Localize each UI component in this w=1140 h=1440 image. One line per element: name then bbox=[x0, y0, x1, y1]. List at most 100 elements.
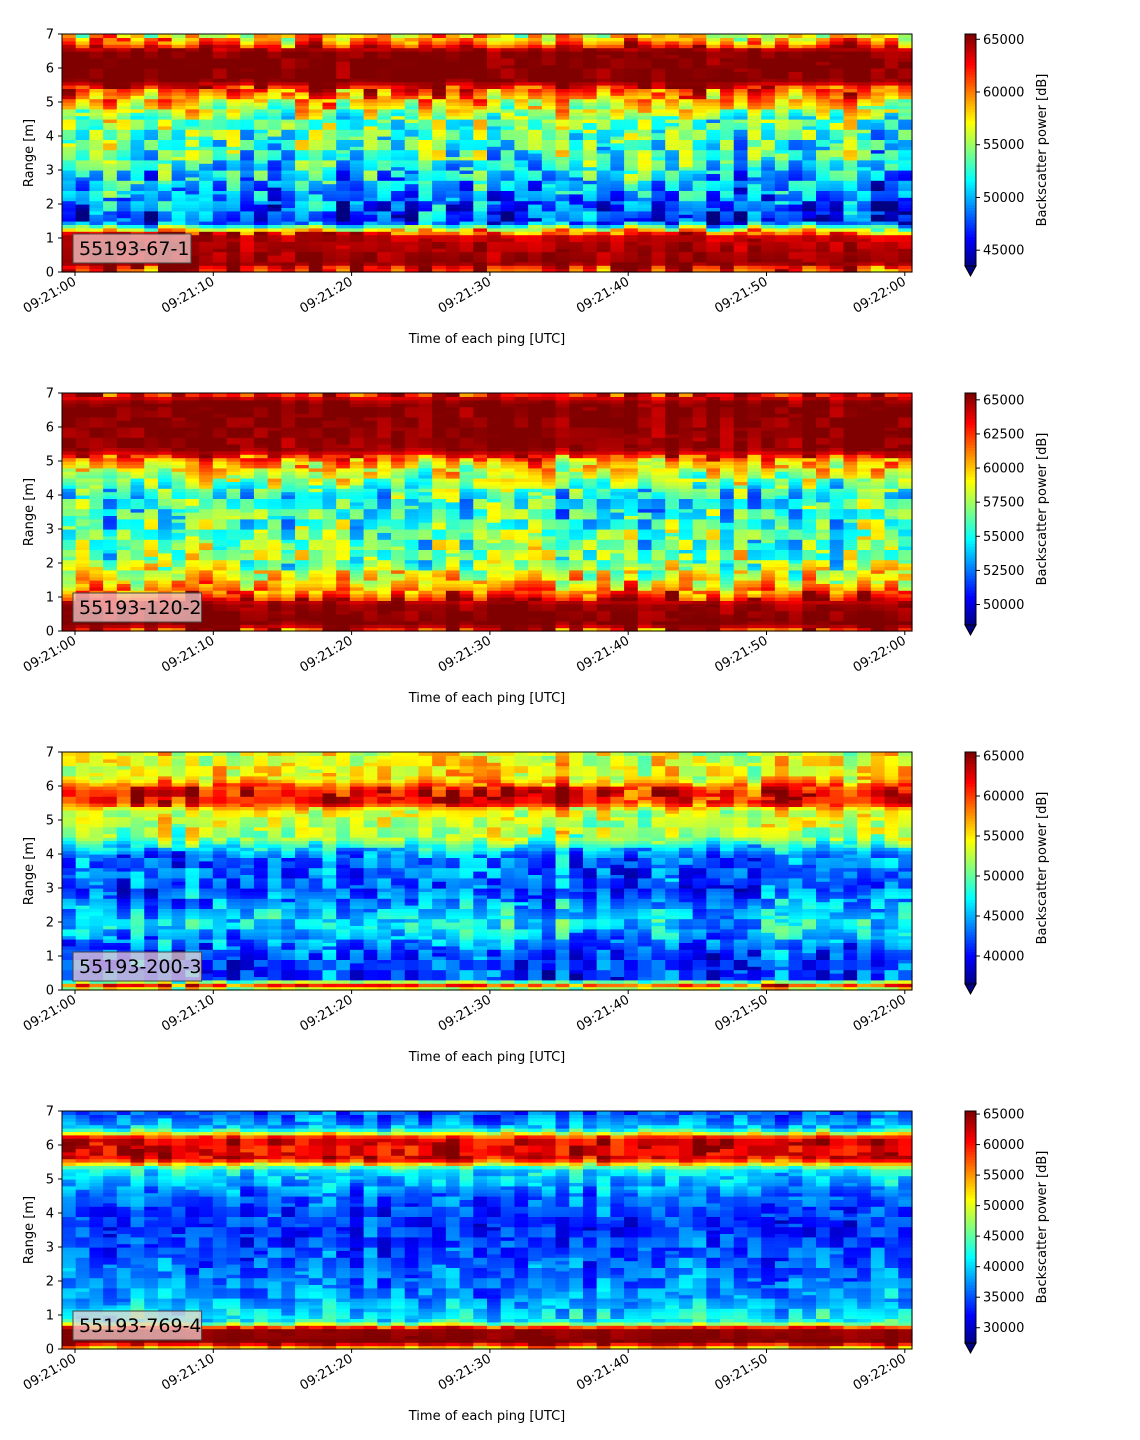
heatmap-cell bbox=[405, 184, 419, 188]
heatmap-cell bbox=[377, 143, 391, 147]
heatmap-cell bbox=[350, 201, 364, 205]
heatmap-cell bbox=[816, 133, 830, 137]
heatmap-cell bbox=[144, 437, 158, 441]
heatmap-cell bbox=[665, 235, 679, 239]
heatmap-cell bbox=[638, 184, 652, 188]
heatmap-cell bbox=[528, 211, 542, 215]
heatmap-cell bbox=[281, 211, 295, 215]
heatmap-cell bbox=[720, 252, 734, 256]
heatmap-cell bbox=[364, 184, 378, 188]
heatmap-cell bbox=[597, 34, 611, 38]
heatmap-cell bbox=[103, 228, 117, 232]
heatmap-cell bbox=[213, 235, 227, 239]
heatmap-cell bbox=[665, 252, 679, 256]
heatmap-cell bbox=[789, 252, 803, 256]
heatmap-cell bbox=[391, 184, 405, 188]
heatmap-cell bbox=[322, 160, 336, 164]
heatmap-cell bbox=[857, 133, 871, 137]
heatmap-cell bbox=[747, 218, 761, 222]
heatmap-cell bbox=[172, 184, 186, 188]
heatmap-cell bbox=[336, 34, 350, 38]
heatmap-cell bbox=[747, 265, 761, 269]
heatmap-cell bbox=[802, 201, 816, 205]
heatmap-cell bbox=[473, 150, 487, 154]
heatmap-cell bbox=[268, 235, 282, 239]
heatmap-cell bbox=[460, 150, 474, 154]
heatmap-cell bbox=[501, 133, 515, 137]
heatmap-cell bbox=[62, 437, 76, 441]
heatmap-cell bbox=[377, 228, 391, 232]
heatmap-cell bbox=[350, 218, 364, 222]
heatmap-cell bbox=[117, 150, 131, 154]
heatmap-cell bbox=[871, 167, 885, 171]
heatmap-cell bbox=[213, 228, 227, 232]
heatmap-cell bbox=[460, 228, 474, 232]
heatmap-cell bbox=[501, 167, 515, 171]
heatmap-cell bbox=[364, 194, 378, 198]
heatmap-cell bbox=[268, 177, 282, 181]
heatmap-cell bbox=[652, 194, 666, 198]
heatmap-cell bbox=[775, 265, 789, 269]
heatmap-cell bbox=[501, 228, 515, 232]
heatmap-cell bbox=[240, 245, 254, 249]
heatmap-cell bbox=[172, 167, 186, 171]
heatmap-cell bbox=[185, 211, 199, 215]
heatmap-cell bbox=[871, 228, 885, 232]
x-tick-label: 09:22:00 bbox=[851, 274, 909, 316]
heatmap-cell bbox=[624, 34, 638, 38]
heatmap-cell bbox=[418, 218, 432, 222]
heatmap-cell bbox=[789, 143, 803, 147]
heatmap-cell bbox=[542, 177, 556, 181]
heatmap-cell bbox=[871, 194, 885, 198]
heatmap-cell bbox=[569, 184, 583, 188]
heatmap-cell bbox=[76, 393, 90, 397]
heatmap-cell bbox=[514, 160, 528, 164]
heatmap-cell bbox=[706, 150, 720, 154]
heatmap-cell bbox=[377, 201, 391, 205]
heatmap-cell bbox=[268, 194, 282, 198]
heatmap-cell bbox=[309, 177, 323, 181]
heatmap-cell bbox=[610, 228, 624, 232]
heatmap-cell bbox=[89, 184, 103, 188]
heatmap-cell bbox=[583, 252, 597, 256]
heatmap-cell bbox=[816, 201, 830, 205]
heatmap-cell bbox=[514, 143, 528, 147]
heatmap-cell bbox=[446, 167, 460, 171]
heatmap-cell bbox=[830, 201, 844, 205]
heatmap-cell bbox=[747, 235, 761, 239]
heatmap-cell bbox=[432, 160, 446, 164]
heatmap-cell bbox=[843, 160, 857, 164]
heatmap-cell bbox=[583, 133, 597, 137]
heatmap-cell bbox=[117, 211, 131, 215]
heatmap-cell bbox=[885, 218, 899, 222]
heatmap-cell bbox=[871, 252, 885, 256]
colorbar-tick-label: 65000 bbox=[983, 33, 1024, 48]
heatmap-cell bbox=[158, 177, 172, 181]
heatmap-cell bbox=[789, 201, 803, 205]
heatmap-cell bbox=[638, 160, 652, 164]
heatmap-cell bbox=[802, 34, 816, 38]
heatmap-cell bbox=[446, 177, 460, 181]
heatmap-cell bbox=[391, 34, 405, 38]
heatmap-cell bbox=[103, 211, 117, 215]
heatmap-cell bbox=[336, 177, 350, 181]
heatmap-cell bbox=[131, 420, 145, 424]
heatmap-cell bbox=[597, 201, 611, 205]
heatmap-cell bbox=[322, 184, 336, 188]
heatmap-cell bbox=[432, 133, 446, 137]
heatmap-cell bbox=[254, 160, 268, 164]
heatmap-cell bbox=[514, 211, 528, 215]
heatmap-cell bbox=[185, 34, 199, 38]
heatmap-cell bbox=[501, 34, 515, 38]
heatmap-cell bbox=[240, 201, 254, 205]
heatmap-cell bbox=[76, 471, 90, 475]
heatmap-cell bbox=[172, 211, 186, 215]
heatmap-cell bbox=[473, 177, 487, 181]
heatmap-cell bbox=[816, 245, 830, 249]
heatmap-cell bbox=[857, 265, 871, 269]
heatmap-cell bbox=[117, 437, 131, 441]
heatmap-cell bbox=[254, 245, 268, 249]
heatmap-cell bbox=[693, 218, 707, 222]
heatmap-cell bbox=[227, 150, 241, 154]
heatmap-cell bbox=[693, 228, 707, 232]
